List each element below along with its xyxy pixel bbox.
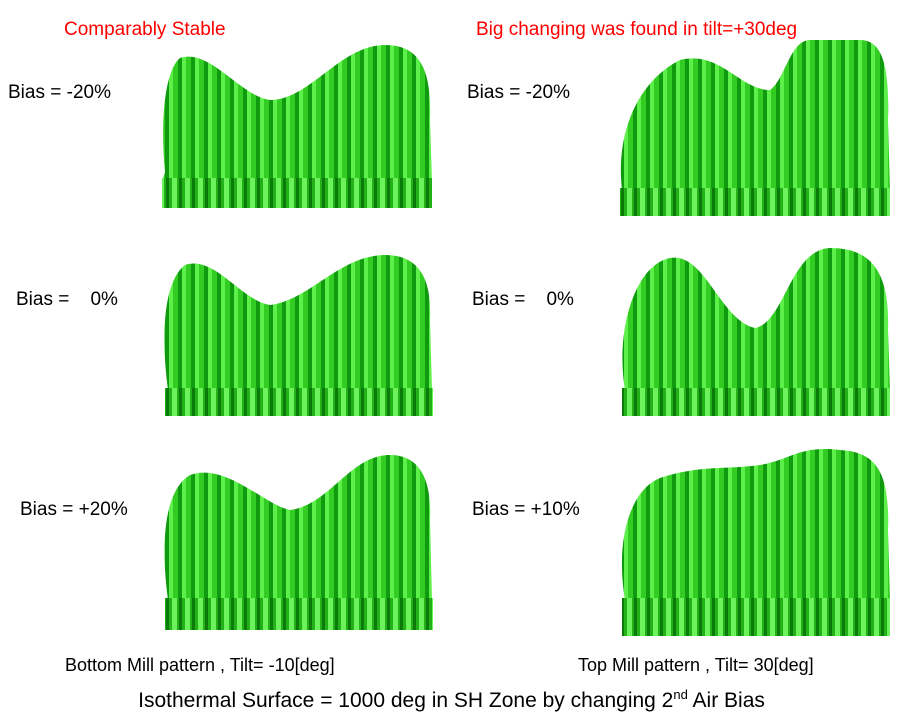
surface-left-2 xyxy=(164,255,433,416)
left-label: Bias = 0% xyxy=(16,290,118,309)
right-label: Bias = 0% xyxy=(472,290,574,309)
caption-left: Bottom Mill pattern , Tilt= -10[deg] xyxy=(65,656,335,674)
slide: Comparably Stable Big changing was found… xyxy=(0,0,903,715)
footer: Isothermal Surface = 1000 deg in SH Zone… xyxy=(0,688,903,711)
surface-right-3 xyxy=(622,449,890,636)
footer-superscript: nd xyxy=(673,687,687,702)
surface-left-1 xyxy=(162,45,432,208)
surface-left-3 xyxy=(164,455,433,630)
footer-text: Isothermal Surface = 1000 deg in SH Zone… xyxy=(138,689,673,712)
surface-right-2 xyxy=(622,248,890,416)
left-label: Bias = +20% xyxy=(20,500,128,519)
caption-right: Top Mill pattern , Tilt= 30[deg] xyxy=(578,656,814,674)
header-left: Comparably Stable xyxy=(64,20,226,39)
surface-right-1 xyxy=(620,40,890,216)
renderings xyxy=(0,0,903,715)
left-label: Bias = -20% xyxy=(8,83,111,102)
header-right: Big changing was found in tilt=+30deg xyxy=(476,20,797,39)
right-label: Bias = -20% xyxy=(467,83,570,102)
footer-text: Air Bias xyxy=(688,689,765,712)
right-label: Bias = +10% xyxy=(472,500,580,519)
